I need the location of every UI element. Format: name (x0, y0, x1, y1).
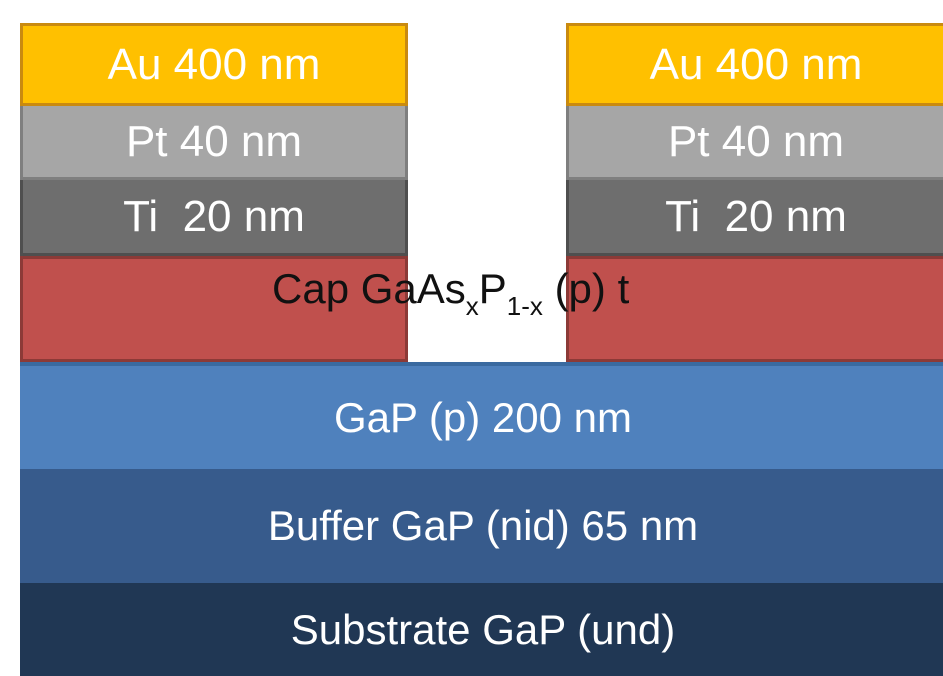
right-ti-label: Ti 20 nm (665, 191, 847, 241)
cap-label-sub-x: x (465, 291, 479, 321)
left-ti-label: Ti 20 nm (123, 191, 305, 241)
left-pt-layer: Pt 40 nm (20, 106, 408, 180)
gap-layer-label: GaP (p) 200 nm (333, 393, 633, 441)
buffer-layer-label: Buffer GaP (nid) 65 nm (267, 502, 699, 549)
cap-label-prefix: Cap GaAs (272, 265, 466, 312)
cap-layer-label: Cap GaAsxP1-x (p) t (272, 265, 630, 320)
left-ti-layer: Ti 20 nm (20, 180, 408, 256)
cap-label-suffix: (p) t (542, 265, 630, 312)
gap-layer: GaP (p) 200 nm (20, 362, 943, 469)
right-au-label: Au 400 nm (649, 39, 863, 89)
buffer-layer: Buffer GaP (nid) 65 nm (20, 469, 943, 583)
right-pt-layer: Pt 40 nm (566, 106, 943, 180)
substrate-layer-label: Substrate GaP (und) (290, 605, 676, 653)
right-au-layer: Au 400 nm (566, 23, 943, 106)
cap-label-mid: P (478, 265, 507, 312)
cap-layer-right (566, 256, 943, 362)
cap-label-sub-1x: 1-x (506, 291, 543, 321)
substrate-layer: Substrate GaP (und) (20, 583, 943, 676)
left-au-label: Au 400 nm (107, 39, 321, 89)
right-ti-layer: Ti 20 nm (566, 180, 943, 256)
right-pt-label: Pt 40 nm (667, 116, 845, 166)
cap-layer-left (20, 256, 408, 362)
left-pt-label: Pt 40 nm (125, 116, 303, 166)
left-au-layer: Au 400 nm (20, 23, 408, 106)
